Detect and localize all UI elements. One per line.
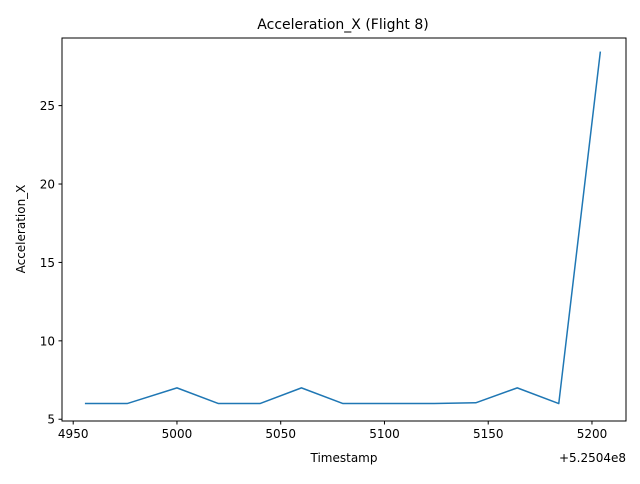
y-tick-label: 15: [40, 256, 55, 270]
y-axis-label: Acceleration_X: [14, 185, 28, 274]
y-tick-label: 20: [40, 178, 55, 192]
y-tick-label: 25: [40, 99, 55, 113]
y-axis-ticks: 5 10 15 20 25: [40, 99, 62, 427]
x-axis-offset-label: +5.2504e8: [559, 451, 626, 465]
y-tick-label: 5: [47, 413, 55, 427]
plot-area-frame: [62, 38, 626, 421]
x-tick-label: 5050: [265, 427, 296, 441]
x-tick-label: 5000: [162, 427, 193, 441]
series-line: [86, 52, 601, 403]
y-tick-label: 10: [40, 334, 55, 348]
x-tick-label: 5100: [369, 427, 400, 441]
chart-title: Acceleration_X (Flight 8): [257, 17, 428, 33]
series-layer: [86, 52, 601, 403]
x-tick-label: 5200: [577, 427, 608, 441]
x-axis-ticks: 4950 5000 5050 5100 5150 5200: [58, 421, 607, 441]
x-axis-label: Timestamp: [310, 451, 378, 465]
x-tick-label: 4950: [58, 427, 89, 441]
x-tick-label: 5150: [473, 427, 504, 441]
